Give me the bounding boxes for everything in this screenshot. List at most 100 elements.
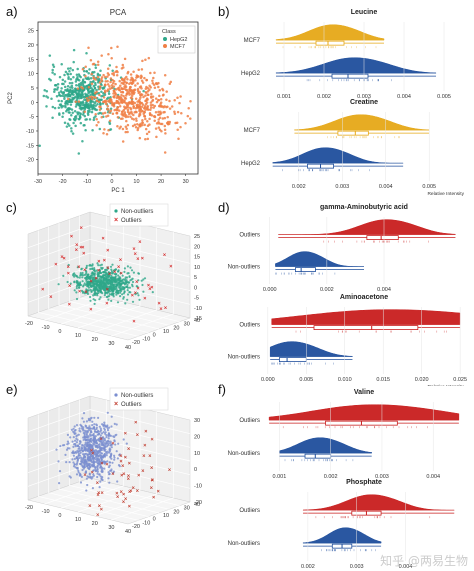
x-tick-label: 0.010 [338,377,352,383]
data-point [118,104,122,108]
y-tick-label: 40 [194,502,200,508]
z-tick-label: 10 [194,451,200,457]
data-point [103,89,107,92]
x-tick-label: 0.003 [357,94,371,100]
y-tick-label: -10 [142,520,150,526]
data-point [81,87,85,90]
data-point [110,452,113,455]
data-point [70,108,74,111]
data-point [83,462,86,465]
data-point [118,453,121,456]
data-point [122,286,125,289]
data-point [110,270,113,273]
x-tick-label: 30 [183,179,189,185]
data-point [72,48,76,52]
data-point [144,58,147,61]
data-point [158,88,162,92]
data-point [107,477,110,480]
data-point [121,278,124,281]
data-point [93,423,96,426]
data-point [81,92,84,96]
data-point [79,430,82,433]
data-point [72,121,75,125]
data-point [173,112,177,115]
data-point [103,437,106,440]
data-point [180,112,183,115]
data-point [148,84,151,88]
data-point [117,292,120,295]
data-point [122,296,125,299]
data-point [106,442,109,445]
data-point [69,99,72,102]
data-point [105,275,109,278]
data-point [82,467,85,470]
x-tick-label: 0.003 [350,564,364,570]
data-point [116,95,120,98]
data-point [124,101,128,105]
data-point [136,285,139,288]
outlier-marker: × [120,271,123,277]
data-point [131,283,134,286]
data-point [76,434,79,437]
data-point [163,116,167,120]
data-point [72,427,75,430]
data-point [97,416,100,419]
outlier-marker: × [100,461,103,467]
data-point [91,475,94,479]
x-tick-label: 0 [58,513,61,519]
data-point [115,99,119,103]
data-point [81,444,84,447]
data-point [137,114,141,118]
data-point [139,107,142,111]
data-point [58,75,62,79]
data-point [85,463,88,466]
data-point [116,115,120,119]
data-point [101,287,105,290]
data-point [108,472,111,475]
data-point [72,465,76,468]
data-point [99,289,102,293]
data-point [112,89,116,92]
data-point [90,97,94,101]
data-point [119,295,122,298]
data-point [104,274,107,277]
row-label: MCF7 [244,128,261,134]
data-point [91,457,94,460]
data-point [96,72,100,76]
data-point [141,121,144,125]
data-point [107,129,110,132]
data-point [98,284,101,287]
data-point [84,436,87,439]
data-point [153,119,156,123]
data-point [89,455,92,459]
outlier-marker: × [150,486,153,492]
data-point [89,466,92,469]
x-tick-label: 0.005 [437,94,451,100]
data-point [126,70,130,74]
legend-box [109,203,169,227]
data-point [89,277,92,280]
data-point [89,267,92,271]
data-point [84,291,87,294]
x-tick-label: 0.015 [376,377,390,383]
data-point [145,91,148,94]
data-point [63,121,67,124]
data-point [75,456,78,459]
data-point [87,283,91,286]
outlier-marker: × [131,293,134,299]
data-point [84,75,87,78]
data-point [100,90,103,94]
data-point [75,297,79,301]
data-point [98,486,101,489]
data-point [68,124,71,127]
data-point [91,487,94,490]
data-point [64,70,68,74]
data-point [97,100,101,104]
data-point [114,82,117,86]
data-point [88,425,91,428]
data-point [117,109,121,112]
data-point [53,90,56,93]
data-point [108,293,111,296]
data-point [94,81,97,85]
data-point [86,113,90,116]
